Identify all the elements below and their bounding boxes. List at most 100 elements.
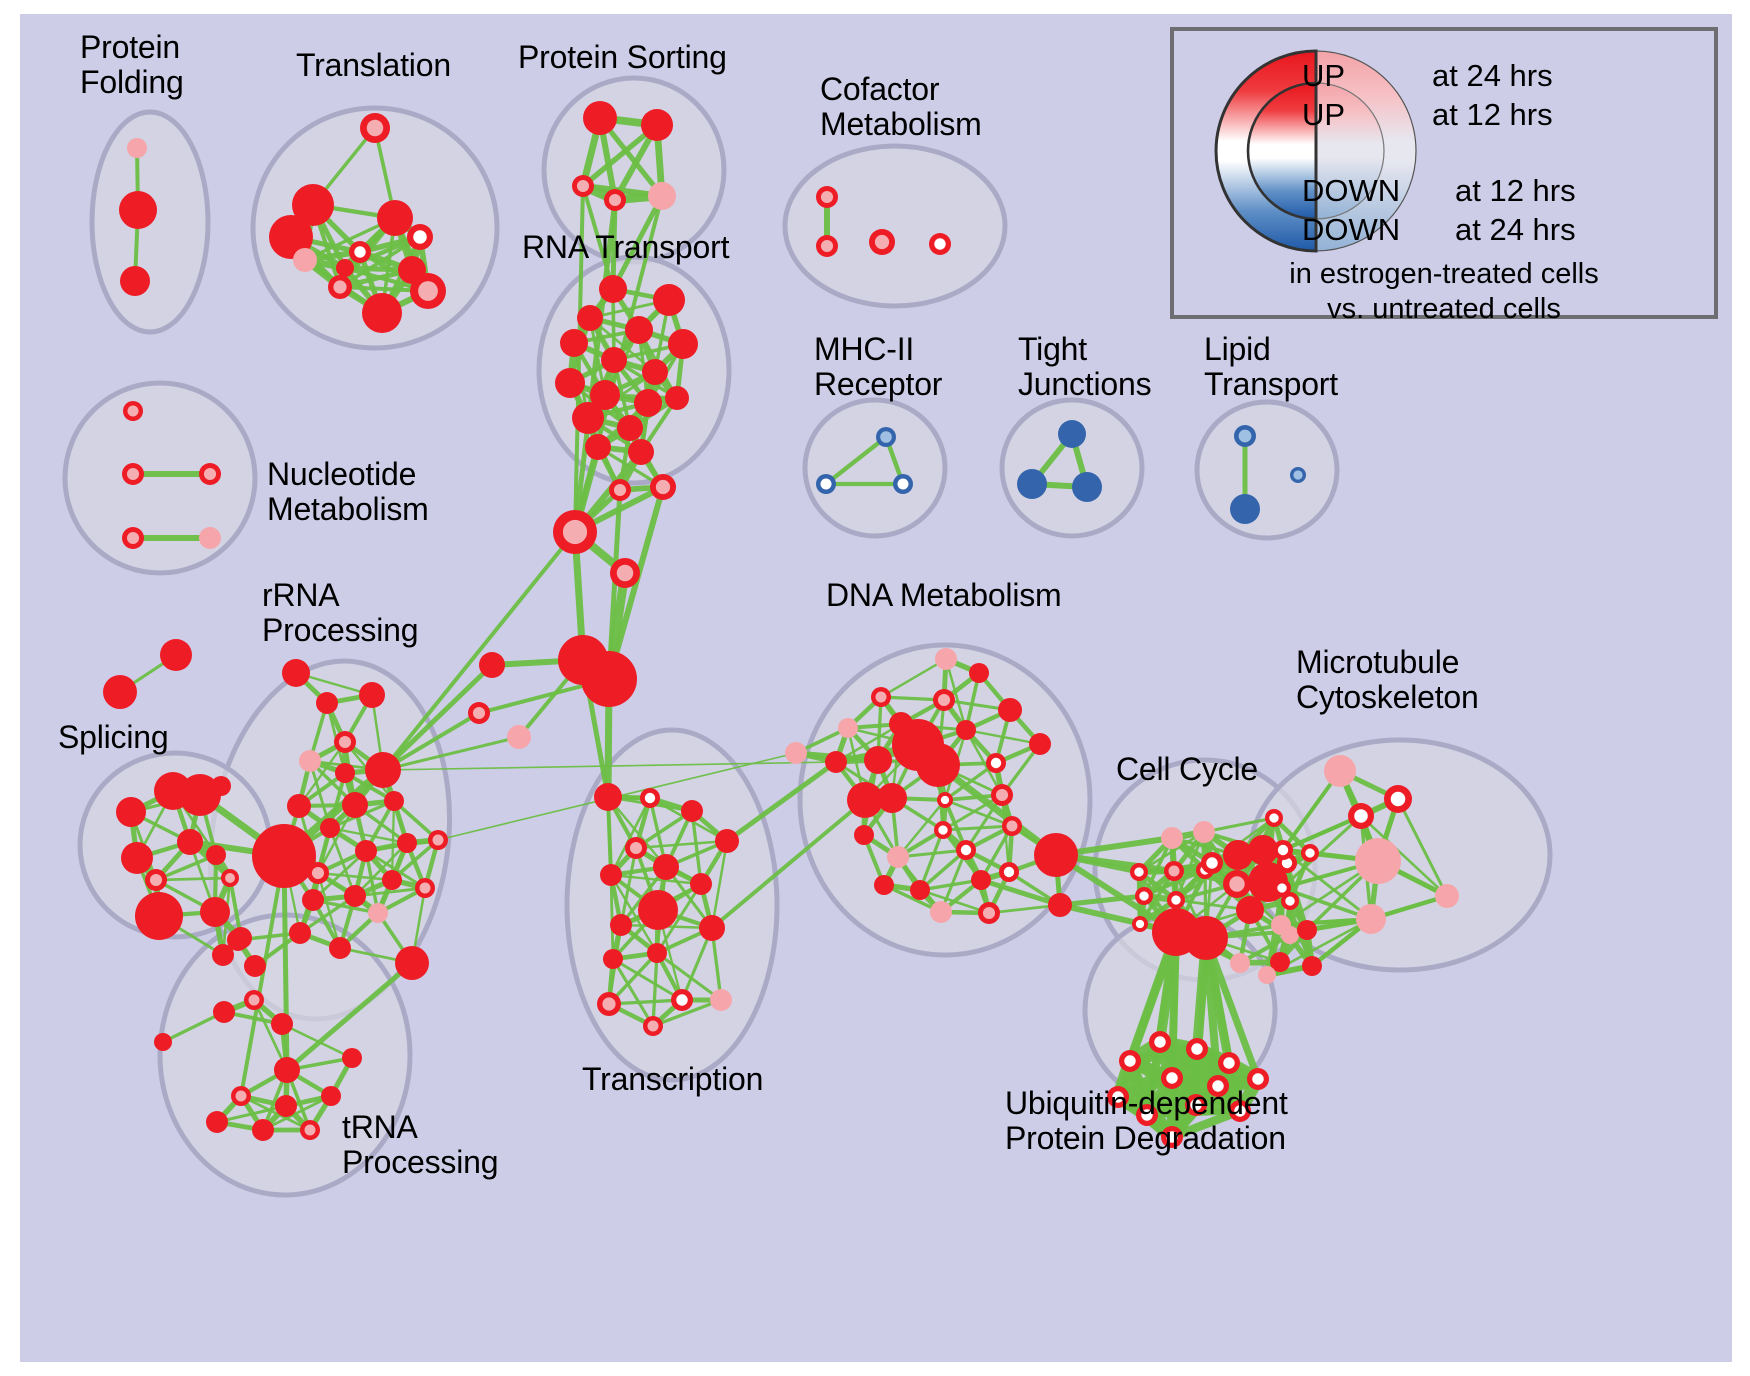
network-edge bbox=[353, 886, 427, 898]
network-node bbox=[359, 682, 385, 708]
network-node bbox=[1234, 425, 1256, 447]
network-node bbox=[1002, 816, 1022, 836]
network-node bbox=[122, 463, 144, 485]
network-node bbox=[145, 869, 167, 891]
network-node bbox=[653, 854, 679, 880]
network-node bbox=[154, 1033, 172, 1051]
network-edge bbox=[651, 998, 723, 1028]
network-node bbox=[583, 101, 617, 135]
network-node bbox=[287, 794, 311, 818]
network-node bbox=[200, 897, 230, 927]
network-node bbox=[609, 479, 631, 501]
network-node bbox=[871, 687, 891, 707]
network-node bbox=[1161, 827, 1183, 849]
network-node bbox=[1058, 420, 1086, 448]
network-edge bbox=[896, 798, 947, 859]
network-node bbox=[1207, 1075, 1229, 1097]
network-node bbox=[289, 922, 311, 944]
cluster-hull-cofactor bbox=[782, 143, 1008, 309]
network-node bbox=[342, 792, 368, 818]
network-node bbox=[212, 944, 234, 966]
network-node bbox=[127, 138, 147, 158]
network-node bbox=[479, 652, 505, 678]
network-node bbox=[642, 359, 668, 385]
network-edge bbox=[281, 853, 290, 1073]
network-node bbox=[252, 1119, 274, 1141]
network-node bbox=[937, 792, 953, 808]
network-edge bbox=[941, 824, 1014, 832]
network-edge bbox=[879, 657, 948, 699]
network-node bbox=[1356, 904, 1386, 934]
network-node bbox=[1034, 833, 1078, 877]
network-node bbox=[103, 675, 137, 709]
cluster-hulls bbox=[62, 75, 1553, 1198]
network-node bbox=[1270, 952, 1290, 972]
network-node bbox=[123, 401, 143, 421]
network-edge bbox=[382, 761, 837, 771]
network-node bbox=[653, 284, 685, 316]
cluster-label-microtubule: Microtubule Cytoskeleton bbox=[1296, 644, 1479, 715]
network-node bbox=[1265, 809, 1283, 827]
network-node bbox=[847, 782, 883, 818]
network-edge bbox=[328, 826, 409, 845]
legend-time-down-12: at 12 hrs bbox=[1455, 173, 1576, 208]
network-node bbox=[274, 1057, 300, 1083]
network-node bbox=[1048, 893, 1072, 917]
network-node bbox=[362, 293, 402, 333]
network-node bbox=[368, 903, 388, 923]
network-node bbox=[647, 943, 667, 963]
network-node bbox=[1230, 953, 1250, 973]
legend-time-down-24: at 24 hrs bbox=[1455, 212, 1576, 247]
network-node bbox=[365, 752, 401, 788]
network-node bbox=[320, 818, 340, 838]
network-node bbox=[316, 692, 338, 714]
network-edge bbox=[611, 957, 655, 1028]
network-node bbox=[585, 434, 611, 460]
network-edge bbox=[239, 854, 286, 1098]
network-node bbox=[160, 639, 192, 671]
network-node bbox=[292, 184, 334, 226]
network-node bbox=[1201, 852, 1223, 874]
network-edge bbox=[609, 873, 659, 955]
network-edge bbox=[573, 184, 585, 534]
network-node bbox=[1230, 494, 1260, 524]
cluster-hull-nucleotide bbox=[62, 380, 258, 576]
network-edge bbox=[823, 434, 889, 487]
network-edge bbox=[724, 759, 839, 844]
network-node bbox=[601, 347, 627, 373]
network-node bbox=[930, 901, 952, 923]
cluster-label-dna-metabolism: DNA Metabolism bbox=[826, 577, 1062, 613]
network-edge bbox=[978, 877, 1063, 908]
network-node bbox=[604, 189, 626, 211]
network-node bbox=[269, 215, 313, 259]
network-node bbox=[610, 914, 632, 936]
network-edge bbox=[611, 957, 684, 1002]
network-node bbox=[1348, 803, 1374, 829]
network-node bbox=[206, 845, 226, 865]
network-node bbox=[395, 946, 429, 980]
network-node bbox=[119, 191, 157, 229]
network-node bbox=[302, 889, 324, 911]
network-node bbox=[581, 651, 637, 707]
network-node bbox=[1167, 891, 1185, 909]
network-node bbox=[1185, 1094, 1207, 1116]
network-node bbox=[577, 305, 603, 331]
network-node bbox=[1355, 838, 1401, 884]
network-edge bbox=[1203, 935, 1243, 1114]
network-node bbox=[681, 800, 703, 822]
network-node bbox=[929, 233, 951, 255]
network-node bbox=[507, 725, 531, 749]
network-edge bbox=[634, 839, 729, 850]
network-node bbox=[640, 788, 660, 808]
network-node bbox=[293, 248, 317, 272]
network-node bbox=[838, 718, 858, 738]
network-node bbox=[1164, 861, 1184, 881]
network-edge bbox=[634, 809, 694, 850]
network-node bbox=[1223, 840, 1253, 870]
network-node bbox=[1324, 755, 1356, 787]
network-node bbox=[1302, 956, 1322, 976]
network-node bbox=[1301, 844, 1319, 862]
network-node bbox=[998, 698, 1022, 722]
network-edge bbox=[572, 197, 618, 535]
network-node bbox=[1017, 469, 1047, 499]
